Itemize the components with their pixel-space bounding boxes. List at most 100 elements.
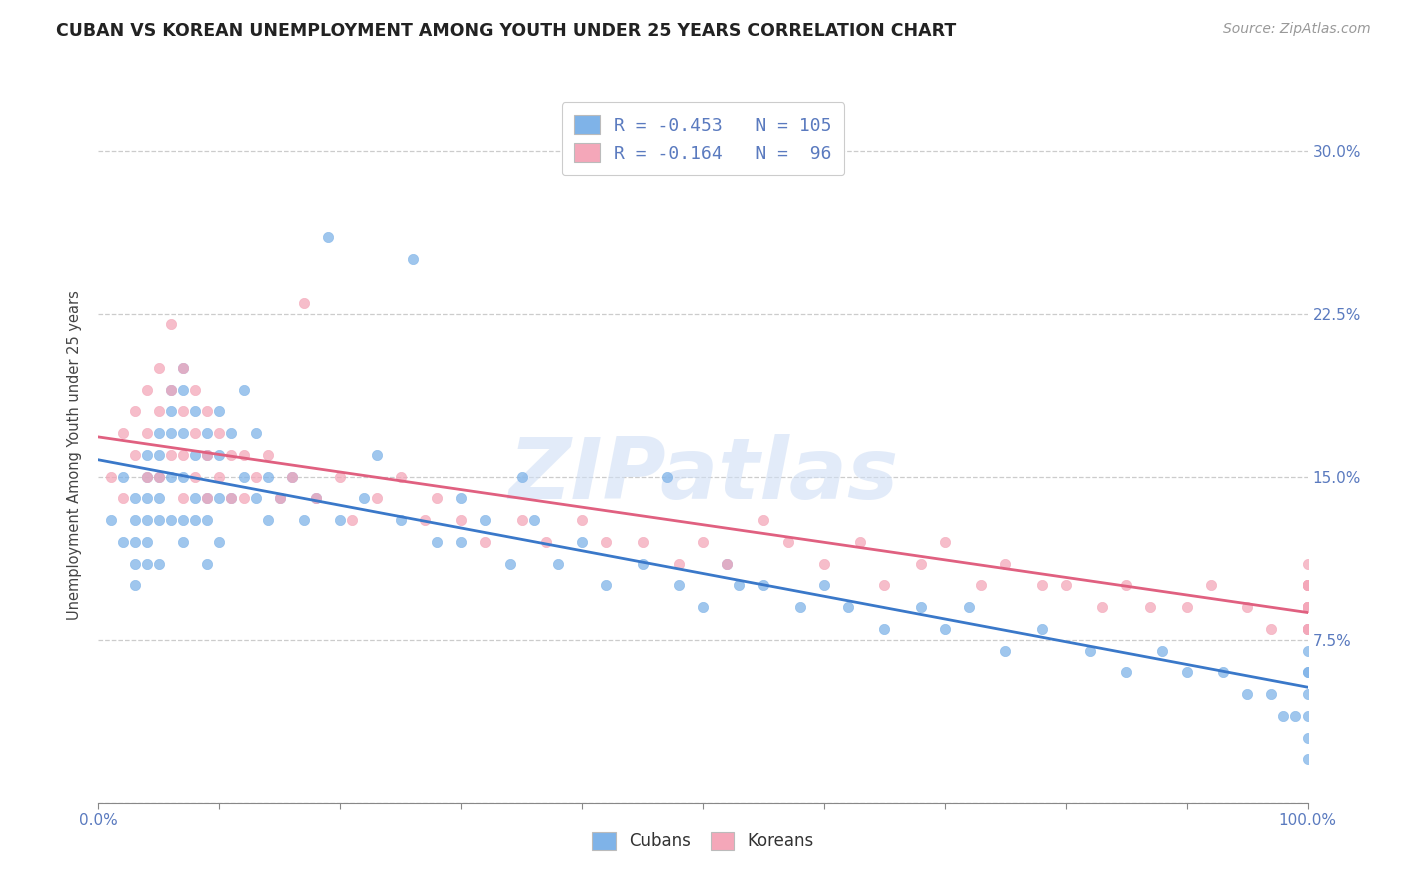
Point (813, 557, 835, 571)
Point (1115, 665, 1137, 680)
Point (1272, 708, 1295, 723)
Point (547, 557, 569, 571)
Point (148, 360, 170, 375)
Point (631, 534, 654, 549)
Point (245, 491, 267, 506)
Point (195, 448, 218, 462)
Point (873, 578, 896, 592)
Point (752, 513, 775, 527)
Point (135, 383, 157, 397)
Point (1296, 622, 1319, 636)
Point (316, 230, 339, 244)
Point (1260, 687, 1282, 701)
Point (510, 469, 533, 483)
Point (1296, 622, 1319, 636)
Point (994, 643, 1017, 657)
Point (366, 448, 388, 462)
Point (172, 513, 194, 527)
Point (910, 600, 932, 615)
Point (1296, 643, 1319, 657)
Point (692, 534, 714, 549)
Point (716, 557, 738, 571)
Point (245, 469, 267, 483)
Point (160, 383, 183, 397)
Point (256, 448, 278, 462)
Point (195, 426, 218, 441)
Point (172, 448, 194, 462)
Point (716, 557, 738, 571)
Point (184, 426, 207, 441)
Point (124, 578, 146, 592)
Point (1296, 665, 1319, 680)
Point (111, 426, 134, 441)
Point (256, 513, 278, 527)
Point (1296, 687, 1319, 701)
Point (873, 622, 896, 636)
Point (571, 534, 593, 549)
Text: CUBAN VS KOREAN UNEMPLOYMENT AMONG YOUTH UNDER 25 YEARS CORRELATION CHART: CUBAN VS KOREAN UNEMPLOYMENT AMONG YOUTH… (56, 22, 956, 40)
Point (910, 557, 932, 571)
Point (160, 426, 183, 441)
Point (148, 557, 170, 571)
Point (366, 491, 388, 506)
Point (498, 557, 520, 571)
Point (256, 469, 278, 483)
Point (994, 557, 1017, 571)
Point (692, 600, 714, 615)
Point (1296, 600, 1319, 615)
Point (1296, 600, 1319, 615)
Point (269, 491, 291, 506)
Point (1284, 708, 1306, 723)
Point (160, 513, 183, 527)
Point (474, 513, 496, 527)
Point (571, 513, 593, 527)
Point (655, 469, 678, 483)
Point (160, 469, 183, 483)
Point (245, 426, 267, 441)
Point (221, 448, 243, 462)
Point (160, 318, 183, 332)
Point (281, 469, 304, 483)
Text: Source: ZipAtlas.com: Source: ZipAtlas.com (1223, 22, 1371, 37)
Point (1296, 622, 1319, 636)
Point (1296, 578, 1319, 592)
Point (195, 448, 218, 462)
Point (135, 491, 157, 506)
Point (221, 491, 243, 506)
Point (474, 534, 496, 549)
Point (450, 491, 472, 506)
Point (450, 513, 472, 527)
Point (124, 404, 146, 418)
Point (1236, 687, 1258, 701)
Point (184, 491, 207, 506)
Point (269, 491, 291, 506)
Point (148, 491, 170, 506)
Point (595, 578, 617, 592)
Point (208, 491, 231, 506)
Point (172, 383, 194, 397)
Point (281, 469, 304, 483)
Point (160, 448, 183, 462)
Point (1296, 752, 1319, 766)
Point (1296, 600, 1319, 615)
Point (305, 491, 328, 506)
Point (1212, 665, 1234, 680)
Point (124, 534, 146, 549)
Y-axis label: Unemployment Among Youth under 25 years: Unemployment Among Youth under 25 years (67, 290, 83, 620)
Point (124, 557, 146, 571)
Point (1296, 622, 1319, 636)
Point (208, 448, 231, 462)
Point (135, 557, 157, 571)
Point (752, 578, 775, 592)
Point (1296, 622, 1319, 636)
Point (172, 360, 194, 375)
Point (934, 622, 956, 636)
Point (172, 469, 194, 483)
Point (148, 426, 170, 441)
Point (1296, 600, 1319, 615)
Point (135, 469, 157, 483)
Point (1296, 557, 1319, 571)
Point (111, 491, 134, 506)
Point (184, 469, 207, 483)
Point (292, 295, 315, 310)
